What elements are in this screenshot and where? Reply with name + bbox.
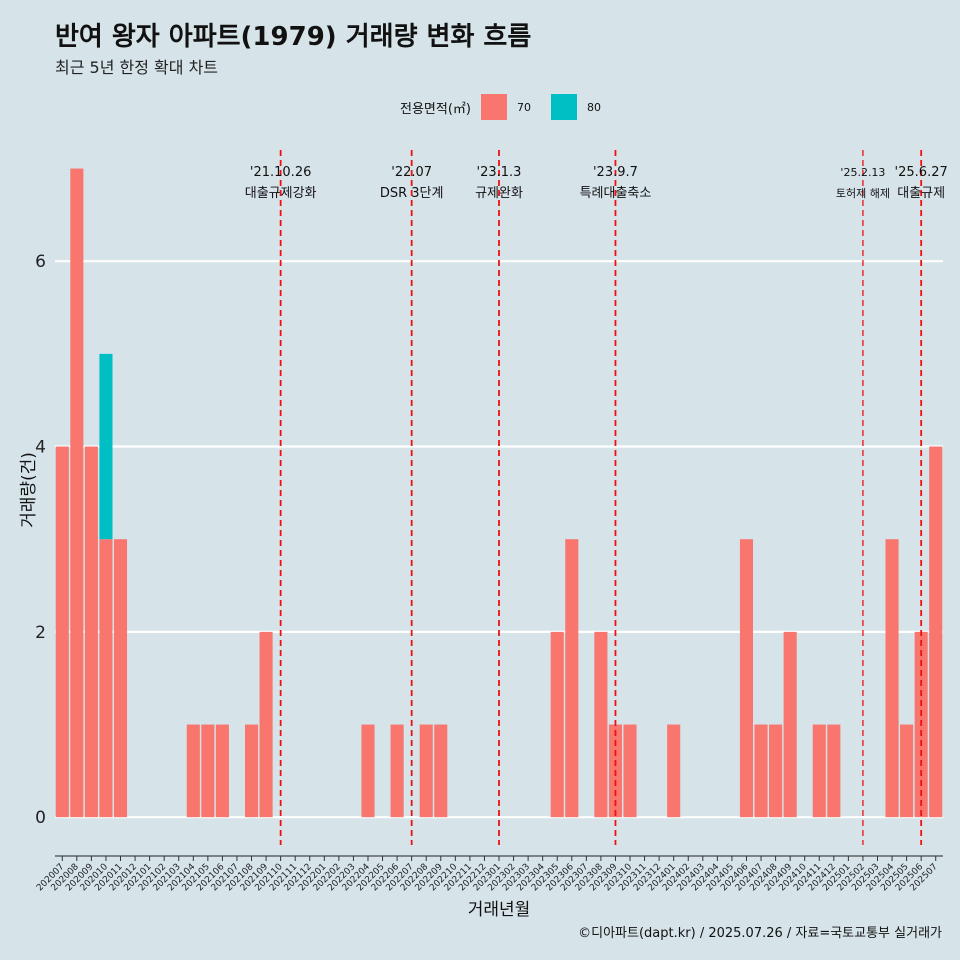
- bar-70: [419, 724, 433, 818]
- y-tick-label: 0: [35, 808, 46, 828]
- legend-label-70: 70: [516, 100, 531, 114]
- chart-title: 반여 왕자 아파트(1979) 거래량 변화 흐름: [55, 22, 532, 52]
- y-tick-label: 2: [35, 623, 46, 643]
- bar-70: [900, 724, 914, 818]
- bar-70: [390, 724, 404, 818]
- legend-title: 전용면적(㎡): [400, 101, 471, 117]
- bar-70: [739, 539, 754, 818]
- event-label: 대출규제: [897, 186, 945, 201]
- event-label: DSR 3단계: [380, 186, 444, 201]
- bar-70: [885, 539, 899, 818]
- bar-70: [565, 539, 579, 818]
- x-axis-title: 거래년월: [468, 900, 531, 920]
- bar-70: [667, 724, 681, 818]
- caption: ©디아파트(dapt.kr) / 2025.07.26 / 자료=국토교통부 실…: [578, 926, 942, 941]
- bar-70: [623, 724, 637, 818]
- bar-70: [361, 724, 375, 818]
- event-label: 대출규제강화: [245, 186, 317, 201]
- bar-70: [55, 446, 69, 818]
- bar-70: [550, 631, 564, 818]
- bar-70: [754, 724, 768, 818]
- y-axis-title: 거래량(건): [19, 452, 39, 528]
- legend-label-80: 80: [586, 100, 601, 114]
- bar-70: [244, 724, 259, 818]
- bar-70: [827, 724, 841, 818]
- event-date-label: '23.1.3: [477, 165, 522, 180]
- bar-70: [769, 724, 783, 818]
- legend-key-70: [480, 94, 507, 120]
- event-date-label: '25.6.27: [895, 165, 948, 180]
- event-date-label: '21.10.26: [250, 165, 311, 180]
- event-date-label: '22.07: [391, 165, 432, 180]
- bar-70: [259, 631, 273, 818]
- event-date-label: '25.2.13: [840, 166, 885, 179]
- bar-70: [70, 168, 84, 818]
- event-date-label: '23.9.7: [593, 165, 638, 180]
- bar-70: [594, 631, 608, 818]
- bar-70: [434, 724, 448, 818]
- legend: 전용면적(㎡) 70 80: [400, 92, 621, 122]
- event-label: 토허제 해제: [836, 186, 890, 200]
- event-label: 특례대출축소: [580, 186, 652, 201]
- bar-70: [84, 446, 98, 818]
- bar-70: [186, 724, 200, 818]
- chart-subtitle: 최근 5년 한정 확대 차트: [55, 58, 219, 77]
- y-tick-label: 4: [35, 438, 46, 458]
- bar-70: [99, 539, 113, 818]
- y-tick-label: 6: [35, 252, 46, 272]
- event-label: 규제완화: [475, 186, 523, 201]
- bar-70: [113, 539, 128, 818]
- bar-70: [215, 724, 229, 818]
- bar-70: [783, 631, 797, 818]
- bar-70: [929, 446, 943, 818]
- bar-80: [99, 353, 113, 540]
- bar-70: [201, 724, 215, 818]
- bar-70: [812, 724, 826, 818]
- legend-key-80: [550, 94, 577, 120]
